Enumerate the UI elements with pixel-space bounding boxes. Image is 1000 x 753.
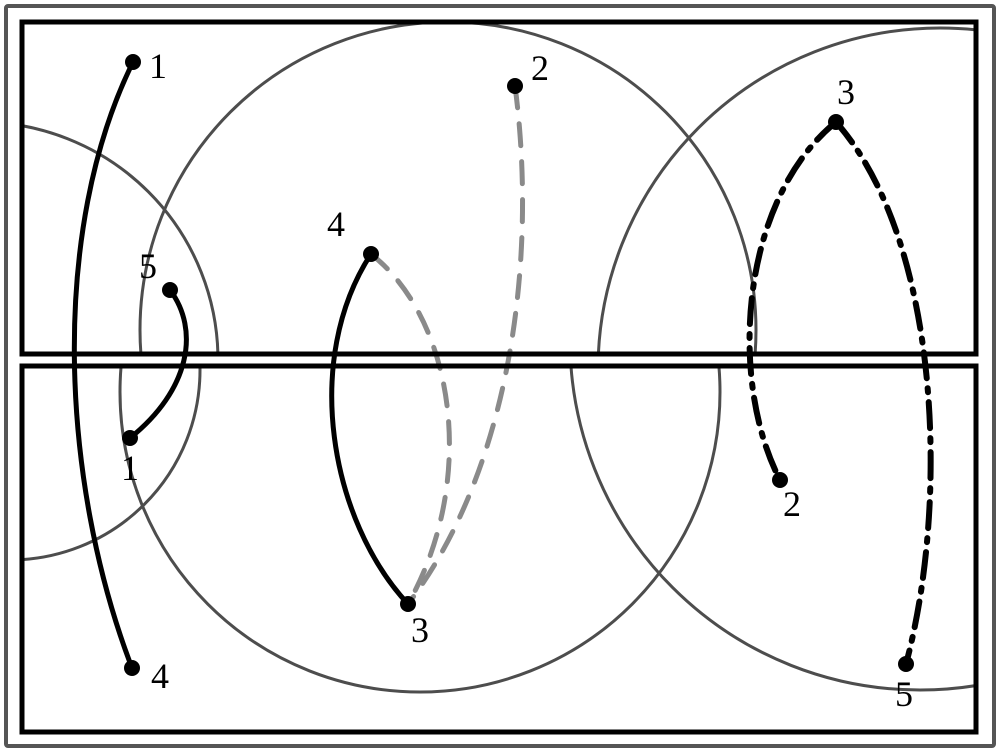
mapping-edge — [836, 122, 931, 664]
region-boundary — [0, 180, 200, 560]
node-label: 2 — [531, 48, 549, 88]
mapping-edge — [332, 254, 408, 604]
node-dot — [507, 78, 523, 94]
outer-frame — [6, 6, 994, 746]
region-boundary — [570, 0, 1000, 690]
mapping-edge — [750, 122, 836, 480]
region-boundary — [120, 92, 720, 692]
node-label: 4 — [151, 656, 169, 696]
node-label: 1 — [121, 448, 139, 488]
diagram-canvas: 1 2 3 4 5 1 2 3 4 5 — [0, 0, 1000, 753]
node-label: 4 — [327, 204, 345, 244]
mapping-edge — [371, 254, 449, 604]
node-dot — [828, 114, 844, 130]
mapping-edge — [408, 86, 523, 604]
node-label: 1 — [149, 46, 167, 86]
node-dot — [122, 430, 138, 446]
node-dot — [124, 660, 140, 676]
node-label: 2 — [783, 484, 801, 524]
node-dot — [898, 656, 914, 672]
node-dot — [162, 282, 178, 298]
node-dot — [125, 54, 141, 70]
region-boundary — [598, 28, 1000, 712]
node-label: 5 — [139, 246, 157, 286]
node-dot — [363, 246, 379, 262]
node-label: 5 — [895, 674, 913, 714]
node-label: 3 — [837, 72, 855, 112]
node-label: 3 — [411, 610, 429, 650]
